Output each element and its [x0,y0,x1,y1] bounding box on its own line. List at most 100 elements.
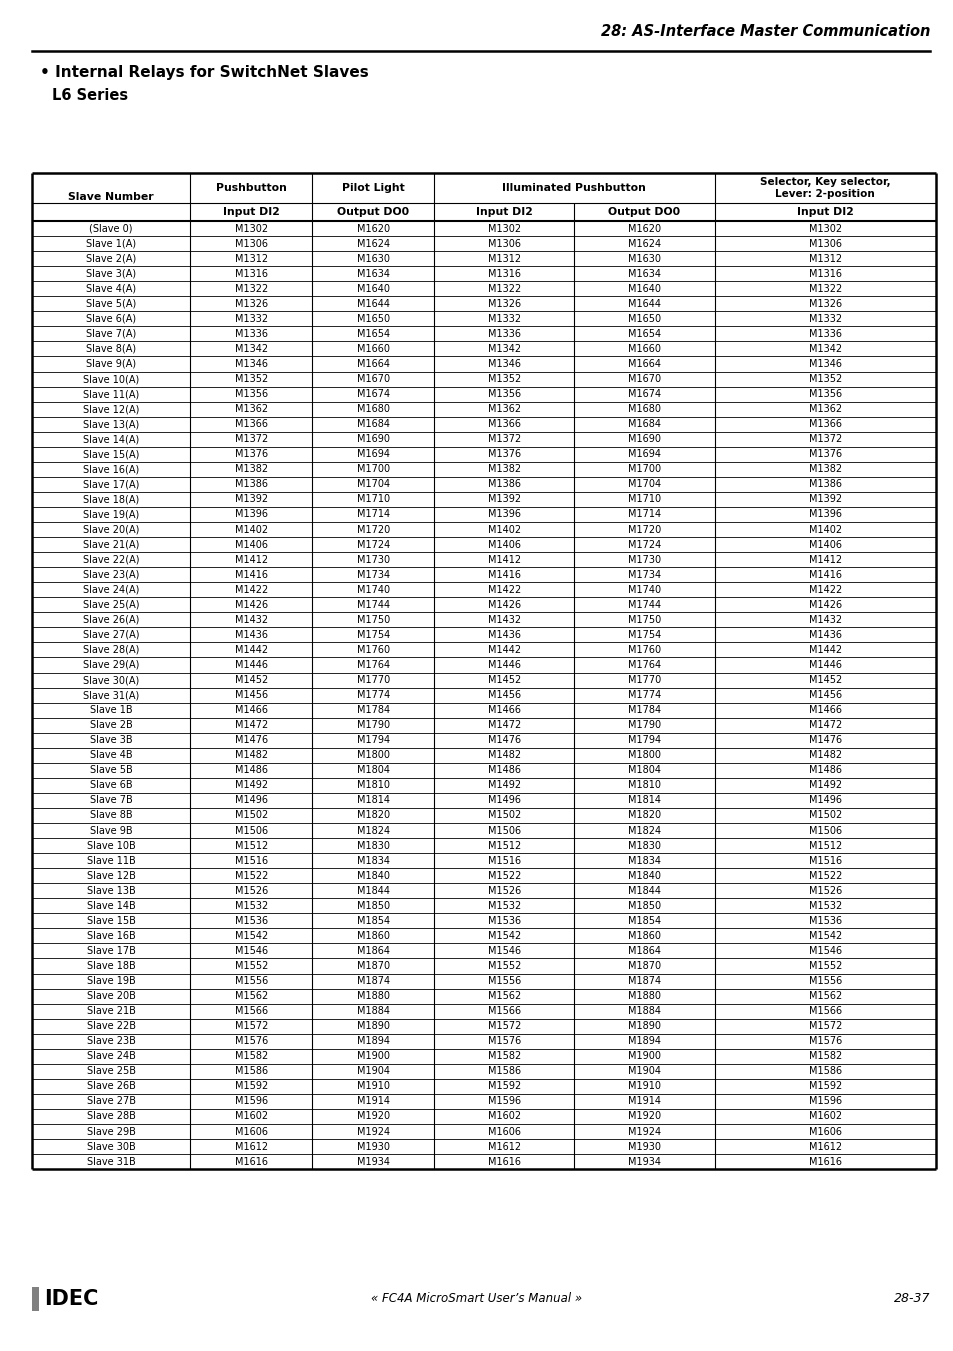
Text: M1880: M1880 [627,992,660,1001]
Text: M1910: M1910 [627,1081,660,1092]
Text: M1834: M1834 [627,855,660,866]
Text: M1402: M1402 [234,524,268,535]
Text: M1592: M1592 [234,1081,268,1092]
Text: M1900: M1900 [627,1051,660,1062]
Text: M1654: M1654 [356,328,390,339]
Text: M1336: M1336 [487,328,520,339]
Text: M1804: M1804 [627,765,660,775]
Text: M1750: M1750 [627,615,660,624]
Text: M1346: M1346 [808,359,841,369]
Text: Slave 16(A): Slave 16(A) [83,465,139,474]
Text: M1864: M1864 [627,946,660,957]
Text: M1522: M1522 [808,870,841,881]
Text: M1452: M1452 [808,676,841,685]
Text: M1616: M1616 [234,1156,268,1167]
Text: M1426: M1426 [234,600,268,609]
Text: M1492: M1492 [808,781,841,790]
Text: M1402: M1402 [808,524,841,535]
Text: M1486: M1486 [487,765,520,775]
Text: M1566: M1566 [234,1006,268,1016]
Text: Input DI2: Input DI2 [223,207,279,218]
Text: M1884: M1884 [627,1006,660,1016]
Text: Slave 14B: Slave 14B [87,901,135,911]
Text: M1794: M1794 [356,735,390,746]
Text: M1532: M1532 [808,901,841,911]
Text: M1526: M1526 [234,886,268,896]
Text: Slave 8B: Slave 8B [90,811,132,820]
Text: M1576: M1576 [487,1036,520,1046]
Text: M1382: M1382 [808,465,841,474]
Text: M1456: M1456 [234,690,268,700]
Text: Slave 30B: Slave 30B [87,1142,135,1151]
Text: M1326: M1326 [487,299,520,309]
Text: L6 Series: L6 Series [52,89,128,104]
Text: M1684: M1684 [627,419,660,430]
Text: M1356: M1356 [808,389,841,399]
Text: M1382: M1382 [234,465,268,474]
Text: Slave 18B: Slave 18B [87,961,135,971]
Text: IDEC: IDEC [44,1289,98,1309]
Text: M1784: M1784 [356,705,390,715]
Text: M1386: M1386 [808,480,841,489]
Text: M1616: M1616 [808,1156,841,1167]
Text: M1650: M1650 [356,313,390,324]
Text: M1664: M1664 [356,359,390,369]
Text: M1844: M1844 [356,886,390,896]
Text: M1650: M1650 [627,313,660,324]
Text: M1904: M1904 [356,1066,390,1077]
Text: M1306: M1306 [487,239,520,249]
Text: M1606: M1606 [808,1127,841,1136]
Text: M1336: M1336 [808,328,841,339]
Text: M1592: M1592 [808,1081,841,1092]
Text: M1342: M1342 [808,345,841,354]
Text: M1844: M1844 [627,886,660,896]
Text: M1376: M1376 [808,450,841,459]
Text: Input DI2: Input DI2 [796,207,853,218]
Text: M1392: M1392 [808,494,841,504]
Text: Slave 4(A): Slave 4(A) [86,284,136,293]
Text: M1596: M1596 [808,1097,841,1106]
Text: M1456: M1456 [808,690,841,700]
Text: Slave 28B: Slave 28B [87,1112,135,1121]
Text: M1730: M1730 [356,555,390,565]
Text: M1552: M1552 [234,961,268,971]
Text: M1770: M1770 [627,676,660,685]
Text: M1850: M1850 [627,901,660,911]
Text: M1724: M1724 [356,539,390,550]
Text: M1456: M1456 [487,690,520,700]
Text: M1874: M1874 [356,975,390,986]
Text: M1406: M1406 [487,539,520,550]
Text: M1312: M1312 [808,254,841,263]
Text: M1660: M1660 [356,345,390,354]
Text: M1352: M1352 [487,374,520,384]
Text: Slave 31B: Slave 31B [87,1156,135,1167]
Text: M1306: M1306 [808,239,841,249]
Text: M1620: M1620 [627,223,660,234]
Text: M1496: M1496 [808,796,841,805]
Text: M1586: M1586 [234,1066,268,1077]
Text: « FC4A MicroSmart User’s Manual »: « FC4A MicroSmart User’s Manual » [371,1293,582,1305]
Text: M1566: M1566 [487,1006,520,1016]
Text: Slave 26(A): Slave 26(A) [83,615,139,624]
Text: Slave 10(A): Slave 10(A) [83,374,139,384]
Text: M1634: M1634 [356,269,390,278]
Text: M1396: M1396 [487,509,520,520]
Text: M1406: M1406 [808,539,841,550]
Text: M1526: M1526 [487,886,520,896]
Text: M1764: M1764 [356,661,390,670]
Text: Slave 31(A): Slave 31(A) [83,690,139,700]
Text: M1362: M1362 [234,404,268,415]
Text: M1556: M1556 [808,975,841,986]
Text: M1516: M1516 [808,855,841,866]
Text: M1690: M1690 [627,434,660,444]
Text: M1366: M1366 [487,419,520,430]
Text: M1552: M1552 [808,961,841,971]
Text: Slave 24B: Slave 24B [87,1051,135,1062]
Text: M1356: M1356 [487,389,520,399]
Text: M1332: M1332 [487,313,520,324]
Text: M1562: M1562 [808,992,841,1001]
Text: M1630: M1630 [356,254,390,263]
Text: M1910: M1910 [356,1081,390,1092]
Text: M1432: M1432 [234,615,268,624]
Text: M1744: M1744 [627,600,660,609]
